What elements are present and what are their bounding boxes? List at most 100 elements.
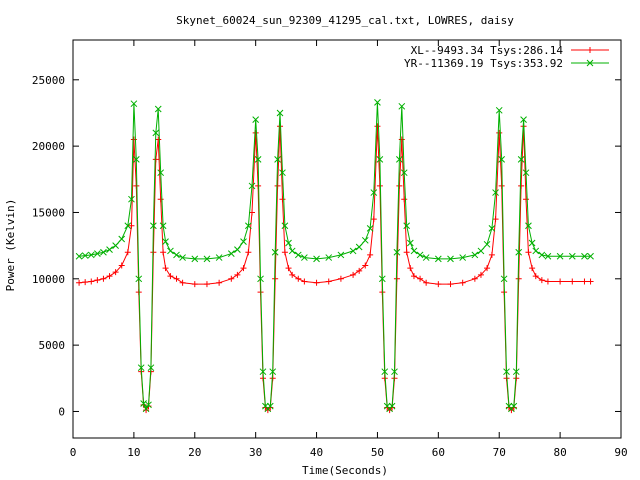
data-point — [484, 265, 491, 272]
data-point — [393, 275, 400, 282]
data-point — [257, 275, 264, 283]
data-point — [492, 189, 499, 196]
data-point — [203, 255, 211, 263]
data-point — [500, 275, 508, 283]
data-point — [266, 402, 274, 410]
data-point — [483, 240, 491, 248]
data-point — [254, 156, 262, 163]
data-point — [147, 364, 155, 372]
legend-label: XL--9493.34 Tsys:286.14 — [411, 44, 564, 57]
data-point — [279, 169, 286, 177]
data-point — [281, 249, 288, 256]
data-point — [376, 156, 384, 163]
data-point — [252, 116, 260, 123]
data-point — [162, 238, 169, 246]
data-point — [398, 136, 405, 143]
data-point — [498, 156, 506, 163]
data-point — [471, 275, 478, 282]
data-point — [128, 222, 135, 229]
data-point — [100, 248, 107, 256]
data-point — [167, 247, 174, 255]
data-point — [157, 196, 164, 203]
data-point — [370, 189, 378, 196]
y-tick-label: 15000 — [32, 206, 65, 219]
data-point — [155, 136, 162, 143]
data-point — [301, 254, 308, 261]
data-point — [349, 247, 357, 255]
data-point — [401, 196, 408, 203]
data-point — [367, 251, 374, 258]
data-point — [517, 156, 525, 163]
y-tick-label: 0 — [58, 405, 65, 418]
data-point — [522, 169, 530, 177]
data-point — [106, 273, 113, 280]
data-point — [396, 156, 403, 163]
data-point — [118, 262, 125, 269]
x-tick-label: 0 — [70, 446, 77, 459]
data-point — [234, 271, 241, 278]
data-point — [274, 156, 281, 163]
data-point — [152, 156, 159, 163]
data-point — [271, 248, 279, 256]
data-point — [503, 368, 510, 376]
data-point — [388, 402, 396, 410]
data-point — [512, 368, 520, 376]
data-point — [285, 265, 292, 272]
data-point — [337, 275, 344, 282]
data-point — [124, 249, 131, 256]
data-point — [374, 123, 381, 130]
data-point — [532, 273, 539, 280]
data-point — [157, 169, 165, 177]
data-point — [407, 265, 414, 272]
x-tick-label: 20 — [188, 446, 201, 459]
x-tick-label: 50 — [371, 446, 384, 459]
data-point — [520, 116, 527, 123]
data-point — [285, 239, 292, 247]
data-point — [356, 267, 363, 274]
plot-area-frame — [72, 39, 622, 439]
data-point — [496, 129, 503, 136]
data-point — [269, 368, 277, 376]
data-point — [350, 271, 357, 278]
data-point — [393, 248, 401, 256]
data-point — [581, 278, 588, 285]
data-point — [173, 275, 180, 282]
series-layer — [75, 98, 594, 414]
y-axis-label: Power (Kelvin) — [4, 199, 17, 292]
data-point — [276, 109, 284, 117]
data-point — [173, 251, 180, 259]
data-point — [112, 242, 119, 249]
data-point — [274, 182, 281, 189]
data-point — [281, 222, 289, 230]
data-point — [75, 252, 83, 260]
data-point — [279, 196, 286, 203]
y-tick-label: 20000 — [32, 140, 65, 153]
series-line — [79, 102, 591, 410]
data-point — [82, 279, 89, 286]
data-point — [400, 169, 408, 177]
data-point — [313, 255, 320, 263]
data-point — [510, 402, 518, 410]
x-tick-label: 10 — [127, 446, 140, 459]
data-point — [498, 182, 505, 189]
data-point — [94, 250, 101, 257]
data-point — [417, 275, 424, 282]
data-point — [538, 251, 546, 259]
data-point — [525, 222, 532, 230]
data-point — [234, 246, 241, 253]
data-point — [361, 236, 369, 244]
data-point — [142, 405, 150, 413]
data-point — [416, 251, 424, 259]
data-point — [495, 106, 503, 114]
data-point — [587, 252, 594, 260]
y-tick-label: 25000 — [32, 74, 65, 87]
data-point — [191, 281, 198, 288]
data-point — [556, 252, 564, 260]
legend-marker — [587, 47, 593, 53]
data-point — [529, 265, 536, 272]
x-tick-label: 40 — [310, 446, 323, 459]
x-tick-label: 80 — [553, 446, 566, 459]
data-point — [76, 279, 83, 286]
data-point — [374, 98, 381, 106]
